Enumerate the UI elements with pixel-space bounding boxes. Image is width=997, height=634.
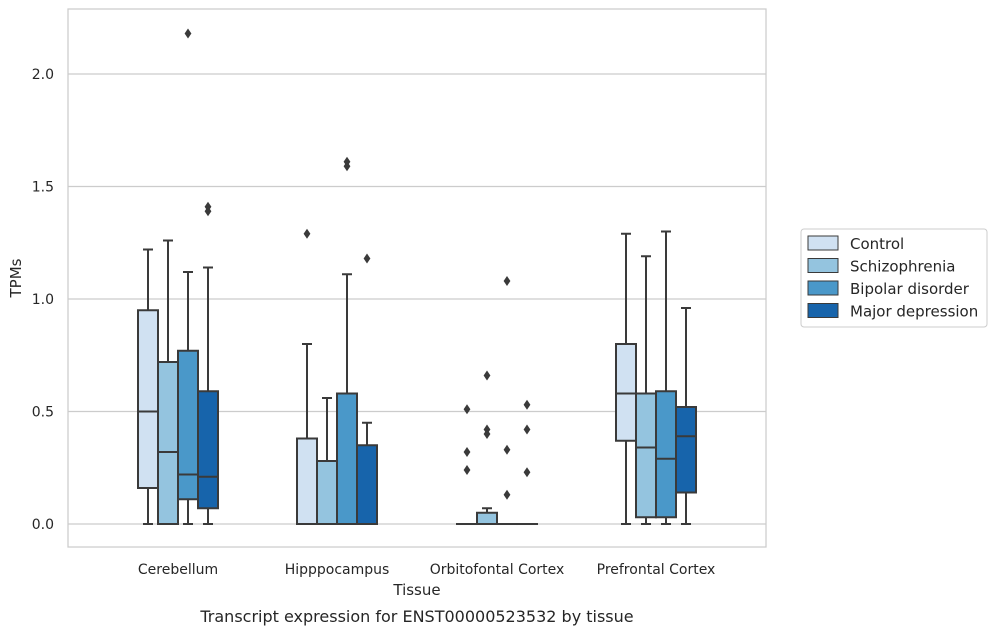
x-axis-title: Tissue <box>392 581 440 599</box>
x-tick-label: Cerebellum <box>138 562 218 578</box>
outlier-point <box>523 467 531 478</box>
outlier-point <box>184 28 192 39</box>
outlier-point <box>463 465 471 475</box>
y-ticks: 0.0 0.5 1.0 1.5 2.0 <box>32 67 54 533</box>
box-schizophrenia <box>635 255 657 525</box>
box-control <box>456 404 478 526</box>
legend-swatch <box>807 303 839 318</box>
box-body <box>137 309 159 489</box>
y-axis-title: TPMs <box>7 258 25 298</box>
box-control <box>296 228 318 525</box>
box-control <box>137 248 159 525</box>
box-major-depression <box>675 307 697 525</box>
box-body <box>655 390 677 519</box>
box-schizophrenia <box>157 239 179 525</box>
legend-swatch <box>807 258 839 273</box>
x-ticks: Cerebellum Hipppocampus Orbitofontal Corte… <box>138 562 715 578</box>
box-body <box>356 444 378 525</box>
box-bipolar-disorder <box>496 276 518 526</box>
y-tick-label: 1.0 <box>32 292 54 308</box>
outlier-point <box>503 489 511 500</box>
box-schizophrenia <box>476 370 498 525</box>
outlier-point <box>523 424 531 435</box>
box-body <box>635 392 657 519</box>
y-tick-label: 0.5 <box>32 405 54 421</box>
outlier-point <box>503 444 511 455</box>
box-major-depression <box>516 399 538 526</box>
legend-label: Schizophrenia <box>850 258 955 276</box>
legend-frame <box>800 228 988 328</box>
outlier-point <box>483 424 491 435</box>
legend-swatch <box>807 235 839 251</box>
box-control <box>615 232 637 525</box>
outlier-point <box>503 276 511 286</box>
box-body <box>615 343 637 442</box>
outlier-point <box>343 156 351 167</box>
box-schizophrenia <box>316 397 338 525</box>
y-tick-label: 1.5 <box>32 180 54 196</box>
x-tick-label: Orbitofontal Cortex <box>430 562 565 578</box>
legend-label: Bipolar disorder <box>850 280 970 298</box>
box-bipolar-disorder <box>655 230 677 525</box>
outlier-point <box>483 370 491 381</box>
outlier-point <box>463 404 471 415</box>
box-body <box>316 460 338 525</box>
box-body <box>476 511 498 525</box>
box-body <box>177 349 199 501</box>
outlier-point <box>303 228 311 239</box>
x-tick-label: Prefrontal Cortex <box>597 562 716 578</box>
box-body <box>197 390 219 510</box>
box-major-depression <box>356 253 378 525</box>
box-bipolar-disorder <box>336 156 358 525</box>
legend: Control Schizophrenia Bipolar disorder Majo… <box>800 228 988 328</box>
x-tick-label: Hipppocampus <box>285 562 390 578</box>
outlier-point <box>363 253 371 264</box>
legend-label: Control <box>850 235 904 253</box>
chart-caption: Transcript expression for ENST0000052353… <box>199 607 633 626</box>
outlier-point <box>204 201 212 212</box>
box-bipolar-disorder <box>177 28 199 525</box>
legend-swatch <box>807 280 839 296</box>
y-tick-label: 0.0 <box>32 517 54 533</box>
box-body <box>296 437 318 525</box>
box-body <box>675 406 697 494</box>
y-tick-label: 2.0 <box>32 67 54 83</box>
box-major-depression <box>197 201 219 525</box>
boxes <box>137 28 697 526</box>
box-body <box>157 361 179 525</box>
plot-frame <box>67 8 767 548</box>
outlier-point <box>523 399 531 410</box>
box-body <box>336 392 358 525</box>
outlier-point <box>463 447 471 457</box>
legend-label: Major depression <box>850 303 978 321</box>
